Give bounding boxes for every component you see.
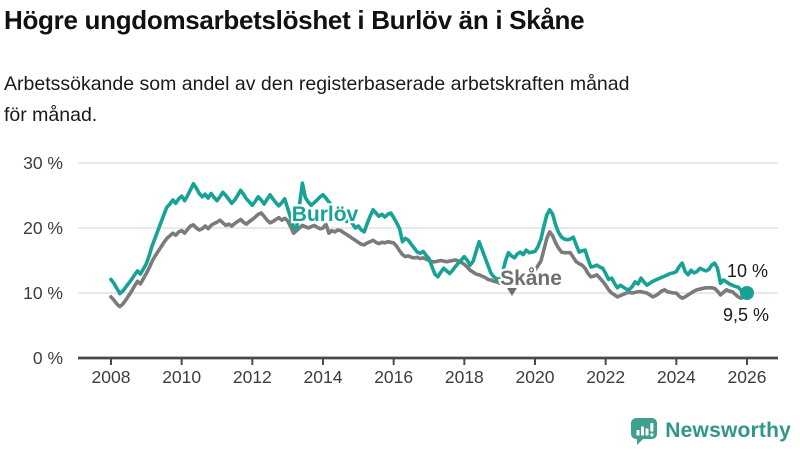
logo-exclamation-dot <box>650 433 654 437</box>
newsworthy-logo: Newsworthy <box>630 417 791 445</box>
x-tick-label: 2010 <box>162 367 201 387</box>
x-tick-label: 2026 <box>728 367 767 387</box>
y-tick-label: 20 % <box>23 218 63 238</box>
x-tick-label: 2016 <box>374 367 413 387</box>
chart-subtitle-line-1: Arbetssökande som andel av den registerb… <box>4 73 630 95</box>
series-end-dot-burlov <box>739 286 754 300</box>
x-tick-label: 2020 <box>516 367 555 387</box>
logo-bar-small <box>636 430 640 436</box>
x-tick-label: 2012 <box>233 367 272 387</box>
chart-title: Högre ungdomsarbetslöshet i Burlöv än i … <box>4 5 585 35</box>
chart-subtitle-line-2: för månad. <box>4 104 98 126</box>
series-label-burlov: Burlöv <box>292 203 359 226</box>
newsworthy-logo-icon <box>631 418 658 445</box>
x-tick-label: 2018 <box>445 367 484 387</box>
logo-bar-medium <box>645 428 649 436</box>
x-tick-label: 2022 <box>586 367 625 387</box>
x-tick-label: 2024 <box>657 367 696 387</box>
y-tick-label: 30 % <box>23 153 63 173</box>
x-tick-label: 2008 <box>92 367 131 387</box>
series-label-skane: Skåne <box>500 267 562 290</box>
end-value-label-burlov: 10 % <box>727 261 768 281</box>
end-value-label-skane: 9,5 % <box>723 305 769 325</box>
x-tick-label: 2014 <box>304 367 343 387</box>
newsworthy-logo-text: Newsworthy <box>665 419 791 442</box>
y-tick-label: 0 % <box>33 348 63 368</box>
logo-exclamation-bar <box>650 423 654 432</box>
logo-bar-tall <box>641 426 645 436</box>
y-tick-label: 10 % <box>23 283 63 303</box>
series-label-arrow-skane <box>507 288 517 296</box>
chart-subtitle: Arbetssökande som andel av den registerb… <box>4 69 774 131</box>
series-line-burlov <box>109 181 749 296</box>
